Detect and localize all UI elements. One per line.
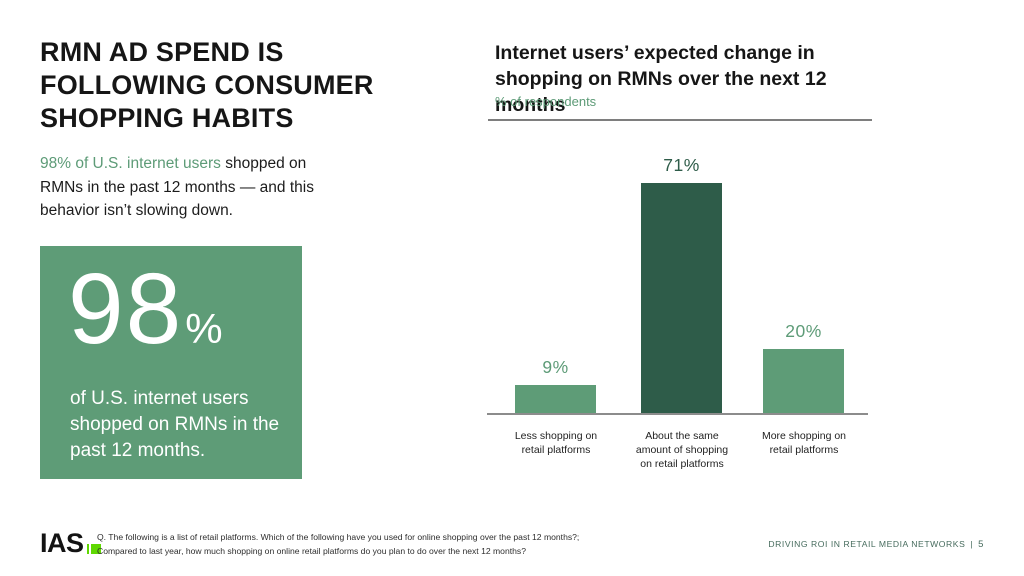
footnote-line: Q. The following is a list of retail pla… (97, 532, 580, 542)
stat-big-number: 98% (68, 254, 223, 364)
ias-logo-text: IAS (40, 528, 84, 558)
page-title-line: RMN AD SPEND IS (40, 37, 284, 67)
category-label-more-shopping: More shopping on retail platforms (761, 430, 847, 456)
x-axis-baseline (487, 413, 868, 415)
intro-rest: shopped on RMNs in the past 12 months — … (40, 155, 314, 219)
chart-subtitle: % of respondents (495, 94, 597, 109)
intro-highlight: 98% of U.S. internet users (40, 155, 221, 172)
bar-value-label: 9% (542, 357, 569, 377)
bar-value-label: 20% (785, 321, 822, 341)
report-title: DRIVING ROI IN RETAIL MEDIA NETWORKS (768, 539, 966, 549)
bar-value-label: 71% (663, 155, 700, 175)
bar-chart-plot: 9% 71% 20% (487, 140, 868, 415)
bar-group-same-shopping: 71% (641, 155, 722, 414)
chart-title-line: Internet users’ expected change in (495, 42, 815, 64)
intro-paragraph: 98% of U.S. internet users shopped on RM… (40, 152, 340, 223)
bar-group-more-shopping: 20% (763, 321, 844, 414)
logo-mark-bar (86, 544, 90, 554)
bar-more-shopping (763, 349, 844, 414)
chart-divider (488, 119, 872, 121)
chart-title-line: shopping on RMNs over the next 12 months (495, 68, 827, 116)
chart-title: Internet users’ expected change in shopp… (495, 40, 895, 118)
ias-logo: IAS (40, 528, 102, 558)
stat-unit: % (185, 305, 223, 352)
report-footer: DRIVING ROI IN RETAIL MEDIA NETWORKS | 5 (768, 539, 984, 550)
stat-caption: of U.S. internet users shopped on RMNs i… (70, 388, 280, 461)
logo-mark-square (91, 544, 102, 554)
page-title-line: SHOPPING HABITS (40, 103, 294, 133)
category-label-less-shopping: Less shopping on retail platforms (514, 430, 598, 456)
page-title: RMN AD SPEND IS FOLLOWING CONSUMER SHOPP… (40, 36, 400, 135)
bar-same-shopping (641, 183, 722, 414)
ias-logo-pixel-icon (86, 544, 102, 554)
category-label-same-shopping: About the same amount of shopping on ret… (635, 430, 729, 470)
bar-less-shopping (515, 385, 596, 414)
footnote: Q. The following is a list of retail pla… (97, 531, 579, 558)
footnote-line: Compared to last year, how much shopping… (97, 545, 526, 556)
page-number: 5 (978, 539, 984, 550)
stat-value: 98 (68, 253, 184, 365)
bar-group-less-shopping: 9% (515, 357, 596, 414)
stat-card: 98% of U.S. internet users shopped on RM… (40, 246, 302, 479)
page-title-line: FOLLOWING CONSUMER (40, 70, 374, 100)
footer-separator: | (970, 539, 974, 549)
